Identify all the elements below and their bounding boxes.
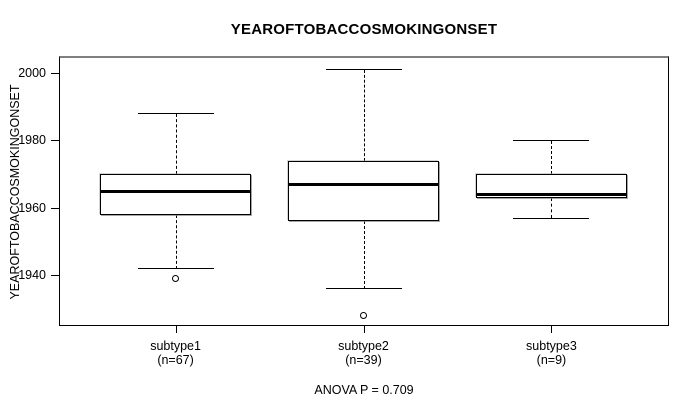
anova-p-annotation: ANOVA P = 0.709	[314, 383, 414, 397]
category-count: (n=67)	[157, 352, 194, 367]
category-name: subtype2	[338, 339, 389, 353]
category-label-subtype1: subtype1 (n=67)	[106, 339, 246, 367]
whisker-upper-subtype3	[551, 140, 553, 175]
whisker-upper-subtype1	[175, 113, 177, 175]
category-label-subtype3: subtype3 (n=9)	[481, 339, 621, 367]
y-axis-tick	[51, 274, 59, 276]
whisker-cap-lower-subtype1	[137, 268, 214, 270]
y-axis-tick	[51, 207, 59, 209]
box-subtype2	[288, 160, 439, 222]
y-axis-tick-label: 1960	[18, 200, 46, 215]
x-axis-tick	[175, 326, 177, 333]
whisker-cap-upper-subtype2	[325, 69, 402, 71]
whisker-cap-upper-subtype1	[137, 113, 214, 115]
category-count: (n=39)	[345, 352, 382, 367]
y-axis-tick	[51, 72, 59, 74]
median-subtype1	[100, 189, 252, 193]
x-axis-tick	[551, 326, 553, 333]
outlier-subtype1	[172, 275, 180, 283]
median-subtype2	[288, 182, 439, 186]
box-subtype3	[475, 174, 627, 198]
category-name: subtype1	[150, 339, 201, 353]
category-name: subtype3	[526, 339, 577, 353]
category-label-subtype2: subtype2 (n=39)	[294, 339, 434, 367]
whisker-lower-subtype3	[551, 197, 553, 219]
whisker-lower-subtype2	[363, 221, 365, 289]
category-count: (n=9)	[536, 352, 567, 367]
y-axis-tick-label: 2000	[18, 65, 46, 80]
y-axis-tick	[51, 140, 59, 142]
y-axis-tick-label: 1940	[18, 267, 46, 282]
whisker-cap-lower-subtype3	[513, 217, 590, 219]
box-subtype1	[100, 174, 252, 215]
whisker-upper-subtype2	[363, 69, 365, 161]
whisker-cap-upper-subtype3	[513, 140, 590, 142]
y-axis-tick-label: 1980	[18, 133, 46, 148]
chart-title: YEAROFTOBACCOSMOKINGONSET	[230, 21, 498, 38]
whisker-lower-subtype1	[175, 214, 177, 269]
median-subtype3	[475, 193, 627, 197]
whisker-cap-lower-subtype2	[325, 288, 402, 290]
x-axis-tick	[363, 326, 365, 333]
outlier-subtype2	[360, 312, 367, 320]
